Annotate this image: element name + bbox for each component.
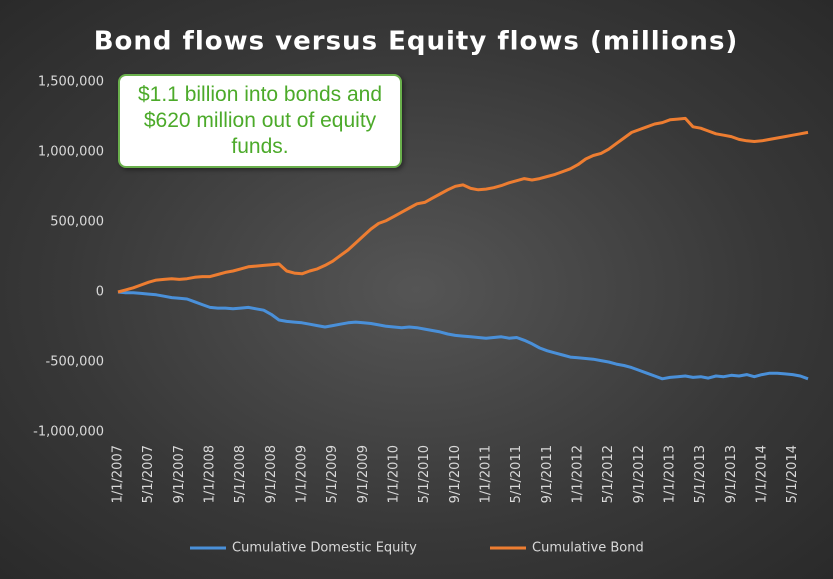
x-tick-label: 5/1/2010: [417, 445, 432, 503]
y-tick-label: 500,000: [50, 215, 104, 230]
x-tick-label: 1/1/2014: [755, 445, 770, 503]
y-tick-label: 0: [96, 285, 104, 300]
y-tick-label: -500,000: [46, 355, 104, 370]
x-tick-label: 1/1/2010: [387, 445, 402, 503]
x-tick-label: 1/1/2007: [111, 445, 126, 503]
x-tick-label: 9/1/2007: [172, 445, 187, 503]
x-tick-label: 9/1/2013: [724, 445, 739, 503]
y-tick-label: 1,500,000: [38, 75, 104, 90]
x-tick-label: 5/1/2011: [509, 445, 524, 503]
series-line: [117, 116, 809, 294]
legend-label: Cumulative Bond: [532, 541, 644, 556]
x-tick-label: 5/1/2007: [141, 445, 156, 503]
annotation: $1.1 billion into bonds and $620 million…: [118, 74, 402, 168]
x-tick-label: 9/1/2010: [448, 445, 463, 503]
x-tick-label: 9/1/2011: [540, 445, 555, 503]
x-tick-label: 5/1/2013: [693, 445, 708, 503]
x-tick-label: 5/1/2014: [785, 445, 800, 503]
x-tick-label: 1/1/2009: [295, 445, 310, 503]
x-tick-label: 9/1/2012: [632, 445, 647, 503]
y-tick-label: -1,000,000: [33, 425, 104, 440]
legend-label: Cumulative Domestic Equity: [232, 541, 417, 556]
x-tick-label: 9/1/2009: [356, 445, 371, 503]
x-tick-label: 1/1/2012: [571, 445, 586, 503]
x-tick-label: 1/1/2008: [203, 445, 218, 503]
x-tick-label: 1/1/2013: [663, 445, 678, 503]
x-tick-label: 5/1/2012: [601, 445, 616, 503]
x-tick-label: 5/1/2009: [325, 445, 340, 503]
x-tick-label: 5/1/2008: [233, 445, 248, 503]
y-tick-label: 1,000,000: [38, 145, 104, 160]
x-tick-label: 1/1/2011: [479, 445, 494, 503]
chart-title: Bond flows versus Equity flows (millions…: [94, 27, 739, 57]
x-tick-label: 9/1/2008: [264, 445, 279, 503]
series-line: [117, 290, 809, 381]
